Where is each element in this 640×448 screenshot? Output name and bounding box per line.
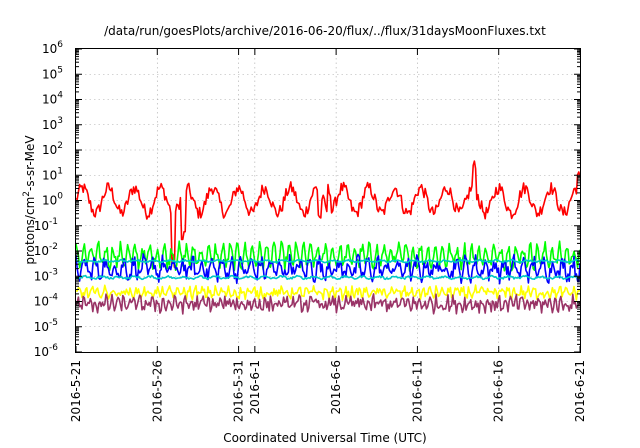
y-tick-base: 10 bbox=[34, 219, 49, 233]
y-tick-label: 105 bbox=[42, 65, 63, 81]
series-line bbox=[75, 253, 581, 285]
y-tick-label: 103 bbox=[42, 116, 63, 132]
y-axis-label: protons/cm2-s-sr-MeV bbox=[22, 135, 37, 265]
x-tick-label: 2016-5-31 bbox=[232, 360, 246, 422]
y-axis-label-suffix: -s-sr-MeV bbox=[23, 135, 37, 191]
series-lines bbox=[75, 160, 581, 315]
y-tick-base: 10 bbox=[34, 244, 49, 258]
x-tick-label: 2016-6-16 bbox=[492, 360, 506, 422]
y-tick-base: 10 bbox=[42, 67, 57, 81]
y-tick-label: 100 bbox=[42, 192, 63, 208]
y-tick-label: 10-2 bbox=[34, 242, 58, 258]
series-line bbox=[75, 293, 581, 315]
chart-title: /data/run/goesPlots/archive/2016-06-20/f… bbox=[104, 24, 546, 38]
y-tick-exp: 1 bbox=[57, 166, 63, 176]
y-tick-base: 10 bbox=[42, 194, 57, 208]
y-tick-exp: -5 bbox=[49, 318, 58, 328]
x-tick-label: 2016-6-21 bbox=[573, 360, 587, 422]
series-line bbox=[75, 160, 581, 268]
y-tick-base: 10 bbox=[42, 143, 57, 157]
y-tick-exp: -1 bbox=[49, 217, 58, 227]
y-tick-base: 10 bbox=[34, 295, 49, 309]
y-tick-exp: -3 bbox=[49, 267, 58, 277]
y-tick-base: 10 bbox=[34, 345, 49, 359]
y-tick-label: 10-4 bbox=[34, 293, 59, 309]
y-tick-label: 10-1 bbox=[34, 217, 58, 233]
y-tick-base: 10 bbox=[42, 168, 57, 182]
series-line bbox=[75, 274, 581, 281]
y-tick-exp: -2 bbox=[49, 242, 58, 252]
y-tick-exp: -4 bbox=[49, 293, 58, 303]
y-tick-exp: 0 bbox=[57, 192, 63, 202]
y-tick-base: 10 bbox=[34, 320, 49, 334]
y-axis-label-prefix: protons/cm bbox=[23, 197, 37, 265]
y-tick-label: 102 bbox=[42, 141, 63, 157]
x-tick-label: 2016-6-6 bbox=[329, 360, 343, 414]
x-tick-label: 2016-6-1 bbox=[248, 360, 262, 414]
x-axis-label: Coordinated Universal Time (UTC) bbox=[223, 431, 426, 445]
y-tick-label: 101 bbox=[42, 166, 63, 182]
plot-frame bbox=[75, 48, 581, 353]
y-tick-exp: 5 bbox=[57, 65, 63, 75]
y-tick-base: 10 bbox=[34, 269, 49, 283]
y-axis-label-sup: 2 bbox=[22, 191, 32, 197]
y-tick-exp: 4 bbox=[57, 91, 63, 101]
y-tick-base: 10 bbox=[42, 93, 57, 107]
x-tick-label: 2016-6-11 bbox=[410, 360, 424, 422]
y-tick-exp: 6 bbox=[57, 40, 63, 50]
y-tick-label: 10-3 bbox=[34, 267, 58, 283]
y-tick-label: 104 bbox=[42, 91, 63, 107]
series-line bbox=[75, 284, 581, 302]
y-tick-label: 10-5 bbox=[34, 318, 58, 334]
y-tick-base: 10 bbox=[42, 42, 57, 56]
y-tick-label: 106 bbox=[42, 40, 63, 56]
series-line bbox=[75, 258, 581, 264]
y-tick-base: 10 bbox=[42, 118, 57, 132]
svg-text:protons/cm2-s-sr-MeV: protons/cm2-s-sr-MeV bbox=[22, 135, 37, 265]
x-tick-label: 2016-5-21 bbox=[69, 360, 83, 422]
y-tick-exp: 2 bbox=[57, 141, 63, 151]
y-tick-label: 10-6 bbox=[34, 343, 59, 359]
y-tick-exp: -6 bbox=[49, 343, 58, 353]
axis-ticks bbox=[75, 48, 581, 353]
y-tick-exp: 3 bbox=[57, 116, 63, 126]
x-tick-label: 2016-5-26 bbox=[150, 360, 164, 422]
